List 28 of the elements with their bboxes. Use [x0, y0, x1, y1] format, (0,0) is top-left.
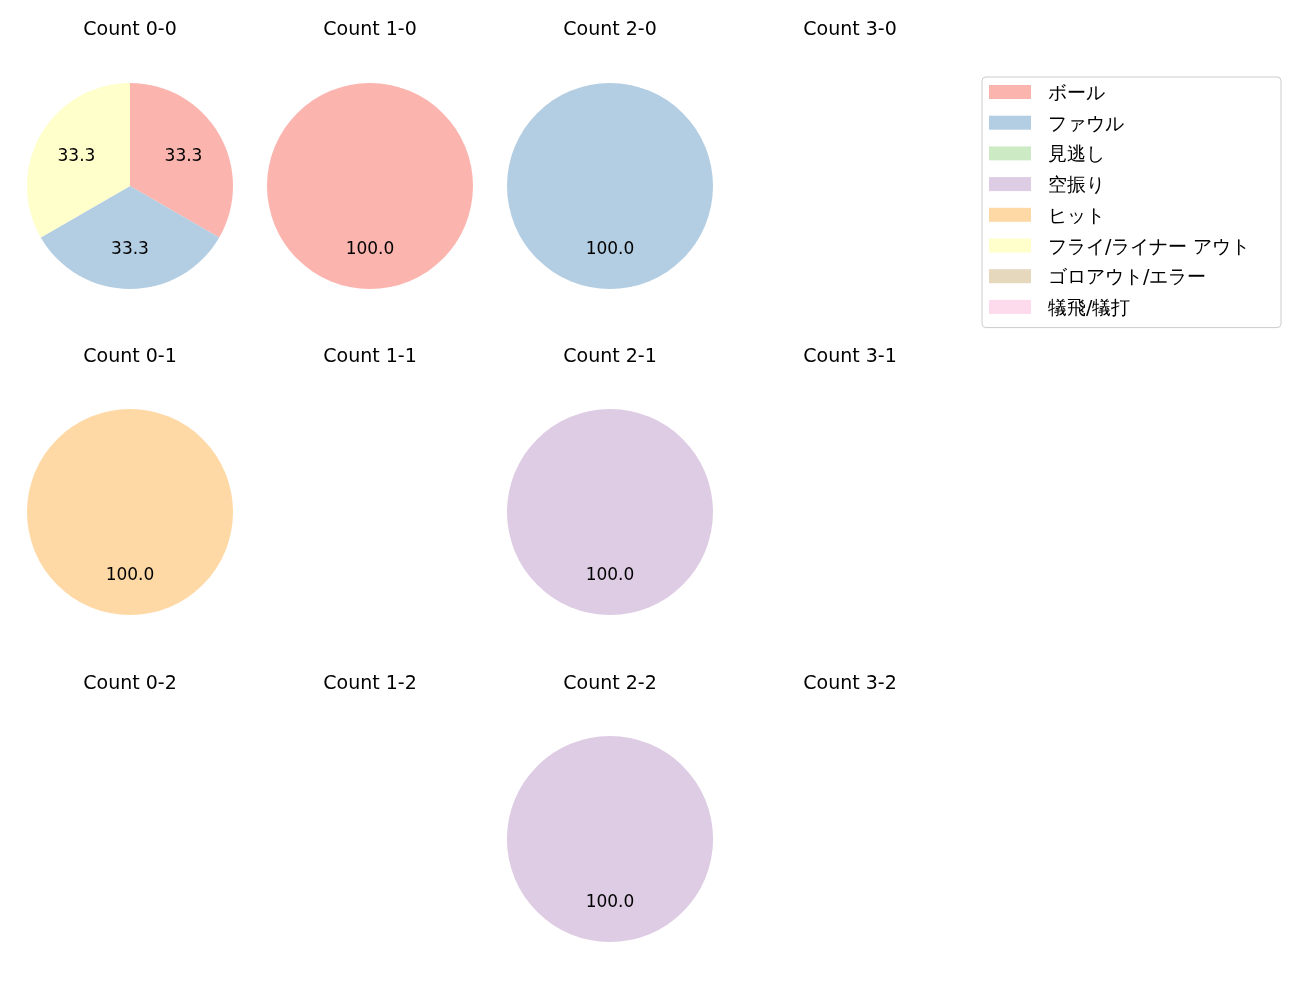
legend-label: フライ/ライナー アウト: [1048, 234, 1251, 257]
chart-title: Count 1-0: [323, 17, 417, 39]
legend-label: 空振り: [1048, 173, 1105, 196]
data-label: 100.0: [585, 890, 635, 911]
data-label: 100.0: [585, 237, 635, 258]
data-label: 100.0: [105, 563, 155, 584]
text: Count 3-2: [803, 671, 897, 693]
chart-title: Count 0-1: [83, 344, 177, 366]
data-label: 33.3: [57, 145, 96, 166]
legend-label: ファウル: [1048, 111, 1124, 134]
legend-label: 見逃し: [1048, 142, 1105, 165]
data-label: 33.3: [164, 145, 203, 166]
legend-label: ヒット: [1048, 203, 1105, 226]
text: Count 3-1: [803, 344, 897, 366]
text: Count 1-2: [323, 671, 417, 693]
legend-label: ゴロアウト/エラー: [1048, 265, 1207, 288]
legend-label: 犠飛/犠打: [1048, 295, 1131, 318]
legend-label: ボール: [1048, 81, 1105, 103]
chart-title: Count 0-0: [83, 17, 177, 39]
chart-title: Count 2-2: [563, 671, 657, 693]
data-label: 100.0: [585, 563, 635, 584]
chart-title: Count 2-0: [563, 17, 657, 39]
text: Count 1-1: [323, 344, 417, 366]
text: Count 3-0: [803, 17, 897, 39]
data-label: 100.0: [345, 237, 395, 258]
chart-title: Count 2-1: [563, 344, 657, 366]
text: Count 0-2: [83, 671, 177, 693]
data-label: 33.3: [111, 237, 149, 258]
